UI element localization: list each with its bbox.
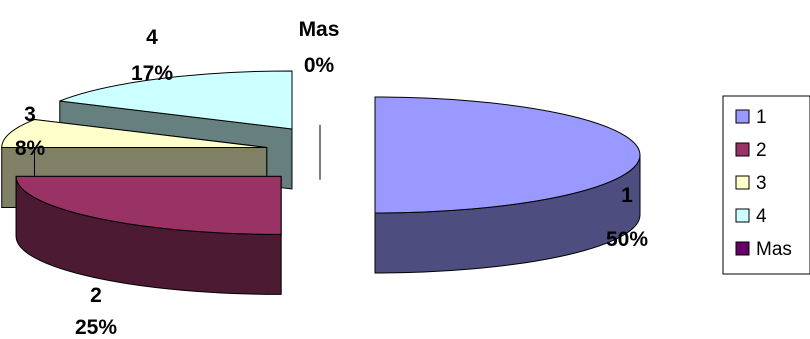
legend-swatch-2: [735, 142, 750, 157]
slice-label-1-percent: 50%: [606, 228, 648, 251]
slice-1: [374, 96, 641, 274]
legend: 1 2 3 4 Mas: [722, 95, 810, 275]
legend-swatch-4: [735, 208, 750, 223]
legend-swatch-1: [735, 109, 750, 124]
legend-label-3: 3: [756, 173, 767, 194]
slice-top-face: [59, 70, 293, 130]
slice-label-3-percent: 8%: [15, 137, 46, 160]
slice-label-3-name: 3: [24, 103, 36, 126]
legend-label-2: 2: [756, 140, 767, 161]
slice-label-1-name: 1: [621, 184, 633, 207]
slice-top-face: [374, 96, 641, 214]
slice-label-4-name: 4: [146, 26, 158, 49]
legend-label-1: 1: [756, 107, 767, 128]
legend-swatch-3: [735, 175, 750, 190]
slice-label-mas-name: Mas: [299, 18, 340, 41]
slice-label-2-percent: 25%: [75, 316, 117, 339]
slice-labels: 4 17% Mas 0% 3 8% 1 50% 2 25%: [15, 18, 649, 339]
legend-label-4: 4: [756, 206, 767, 227]
pie-slices: [1, 70, 641, 295]
legend-swatch-mas: [735, 241, 750, 256]
slice-top-face: [1, 119, 267, 148]
slice-top-face: [15, 175, 282, 235]
slice-2: [15, 175, 282, 295]
legend-label-mas: Mas: [756, 239, 792, 260]
slice-label-4-percent: 17%: [131, 62, 173, 85]
slice-label-2-name: 2: [90, 284, 102, 307]
slice-label-mas-percent: 0%: [304, 54, 335, 77]
